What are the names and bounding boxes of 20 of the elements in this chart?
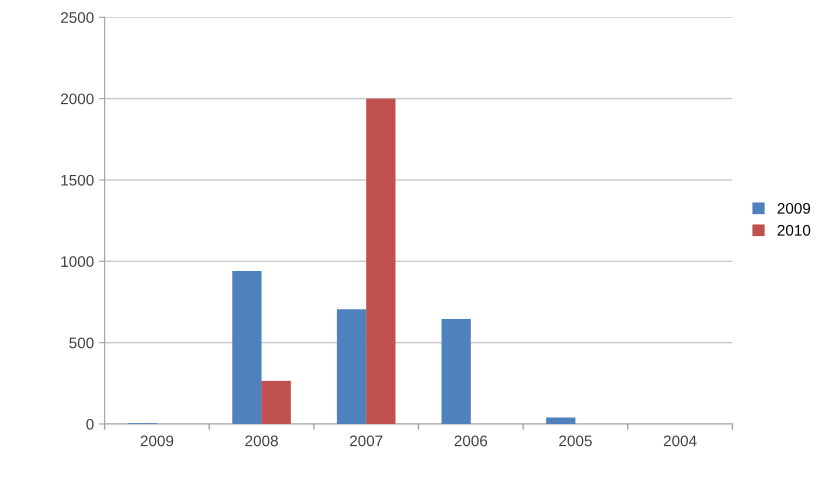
y-tick-label: 500 [69, 338, 94, 348]
legend-label: 2009 [778, 202, 810, 214]
y-tick-label: 2500 [60, 12, 94, 23]
x-tick-label: 2004 [664, 435, 697, 446]
bar [546, 417, 576, 424]
x-tick-label: 2006 [454, 435, 488, 446]
bar [262, 380, 291, 424]
x-tick-label: 2008 [245, 435, 278, 446]
x-tick-label: 2005 [559, 435, 592, 446]
y-tick-label: 1500 [61, 174, 94, 186]
y-tick-label: 1000 [61, 256, 94, 267]
y-tick-label: 0 [86, 418, 94, 430]
bar [336, 309, 366, 424]
bar [442, 319, 471, 424]
bar [232, 271, 262, 424]
bar [366, 98, 396, 424]
legend-label: 2010 [778, 224, 810, 236]
x-tick-label: 2007 [350, 435, 382, 446]
y-tick-label: 2000 [60, 93, 94, 104]
x-tick-label: 2009 [140, 435, 174, 446]
